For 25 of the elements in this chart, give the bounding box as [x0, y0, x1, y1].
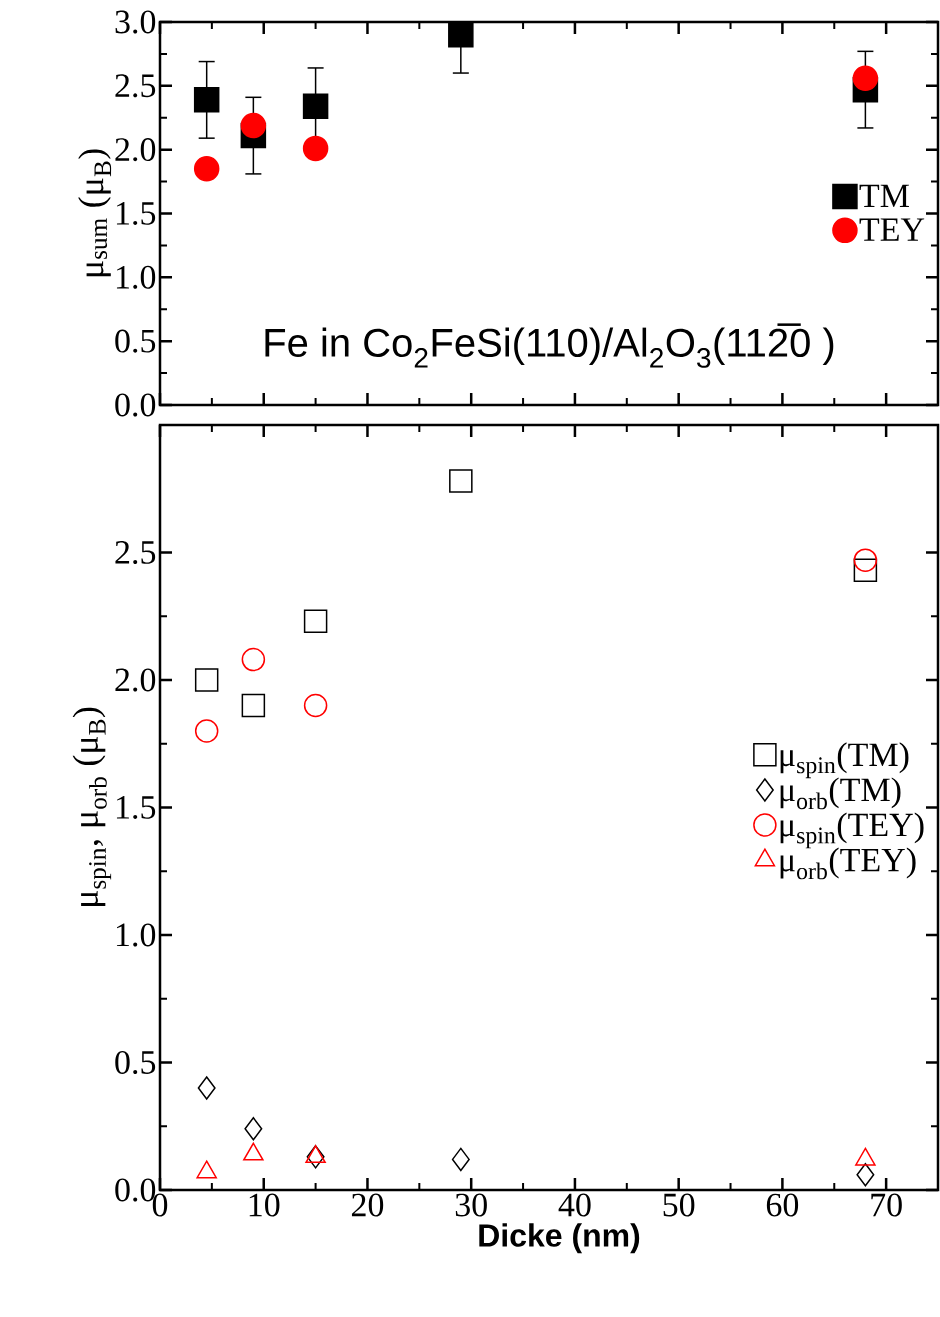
y-tick-label: 2.0 — [115, 138, 156, 162]
x-tick-label: 50 — [663, 1193, 695, 1217]
y-tick-label: 1.0 — [116, 923, 156, 947]
y-tick-label: 2.0 — [115, 668, 156, 692]
x-tick-label: 40 — [558, 1193, 591, 1217]
y-tick-label: 0.0 — [115, 393, 156, 417]
y-axis-title: μ$_{spin}$, μ$_{orb}$ (μ$_{B}$) — [72, 707, 112, 906]
y-tick-label: 0.5 — [115, 329, 156, 353]
x-tick-label: 30 — [455, 1193, 487, 1217]
y-tick-label: 1.0 — [116, 265, 156, 289]
y-tick-label: 2.5 — [115, 74, 156, 98]
x-tick-label: 10 — [249, 1193, 280, 1217]
x-tick-label: 70 — [871, 1193, 902, 1217]
y-tick-label: 1.5 — [116, 796, 156, 819]
y-tick-label: 1.5 — [116, 202, 156, 225]
x-tick-label: 20 — [351, 1193, 384, 1217]
y-tick-label: 2.5 — [115, 541, 156, 564]
y-tick-label: 3.0 — [115, 10, 156, 34]
x-axis-title: Dicke (nm) — [479, 1223, 640, 1254]
x-tick-label: 60 — [766, 1193, 799, 1217]
legend-label: TEY — [859, 218, 925, 241]
y-tick-label: 0.5 — [115, 1050, 156, 1075]
y-axis-title: μ$_{sum}$ (μ$_{B}$) — [78, 149, 112, 277]
legend-label: TM — [859, 184, 909, 207]
annotation: Fe in Co$_{2}$FeSi(110)/Al$_{2}$O$_{3}$(112̅0 ) — [265, 323, 834, 368]
